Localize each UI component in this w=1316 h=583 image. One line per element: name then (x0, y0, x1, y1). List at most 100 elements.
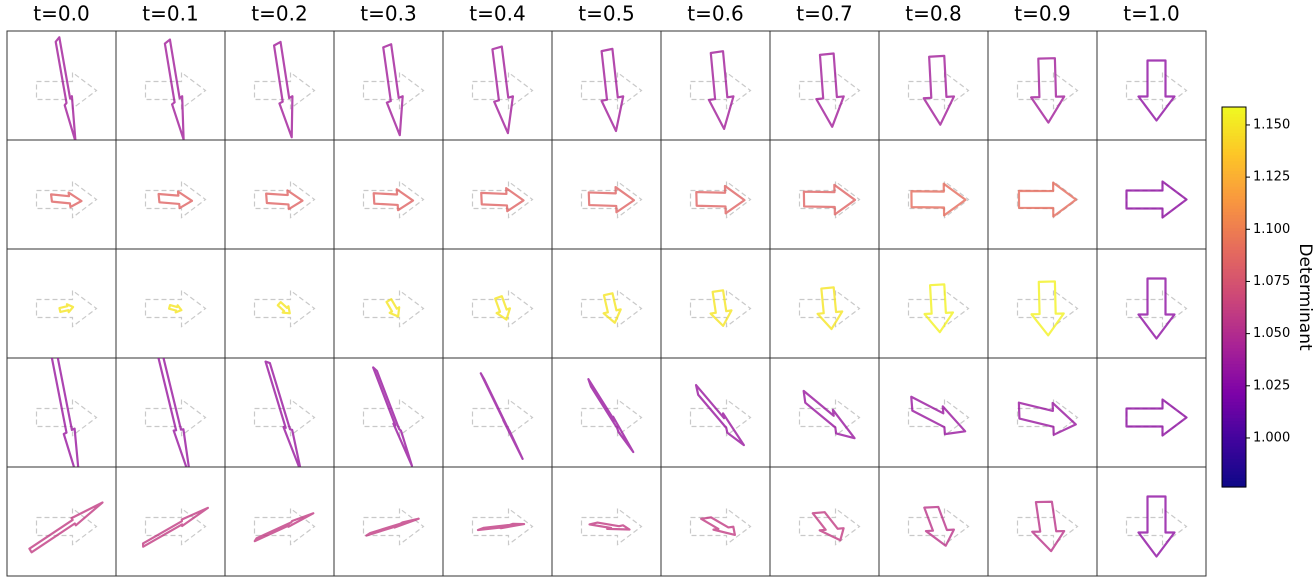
colorbar-segment (1222, 300, 1246, 304)
colorbar-segment (1222, 249, 1246, 254)
cell (1096, 30, 1207, 141)
cell (442, 357, 553, 468)
cell (878, 30, 989, 141)
cell-content (689, 180, 752, 219)
colorbar-segment (1222, 186, 1246, 190)
cell-frame (551, 466, 662, 577)
reference-arrow (1016, 398, 1079, 437)
cell-content (471, 180, 534, 219)
transformed-arrow (163, 38, 185, 140)
colorbar-segment (1222, 461, 1246, 466)
cell (224, 30, 335, 141)
cell (333, 357, 444, 468)
reference-arrow (144, 398, 207, 437)
cell-content (580, 507, 643, 546)
transformed-arrow (265, 189, 304, 211)
transformed-arrow (50, 358, 80, 467)
colorbar-segment (1222, 395, 1246, 399)
reference-arrow (471, 398, 534, 437)
cell (551, 466, 662, 577)
transformed-arrow (707, 50, 735, 130)
cell-content (144, 358, 207, 467)
cell (878, 466, 989, 577)
cell-frame (115, 466, 226, 577)
transformed-arrow (28, 501, 104, 554)
colorbar-segment (1222, 439, 1246, 444)
cell-content (798, 52, 861, 128)
cell-frame (878, 139, 989, 250)
cell-frame (6, 248, 117, 359)
cell-content (35, 36, 98, 140)
cell-content (1125, 495, 1188, 558)
cell (769, 139, 880, 250)
cell-content (1125, 59, 1188, 122)
cell (333, 30, 444, 141)
reference-arrow (362, 289, 425, 328)
colorbar-segment (1222, 198, 1246, 203)
colorbar-segment (1222, 442, 1246, 447)
colorbar-segment (1222, 382, 1246, 387)
cell-content (35, 289, 98, 328)
cell (1096, 248, 1207, 359)
cell (333, 466, 444, 577)
colorbar-segment (1222, 138, 1246, 143)
colorbar-segment (1222, 328, 1246, 333)
cell-content (362, 507, 425, 546)
colorbar-segment (1222, 385, 1246, 390)
colorbar-segment (1222, 366, 1246, 371)
cell-content (907, 395, 970, 437)
cell-frame (987, 139, 1098, 250)
colorbar-segment (1222, 110, 1246, 114)
cell-frame (878, 248, 989, 359)
transformed-arrow (264, 360, 302, 467)
cell (224, 466, 335, 577)
transformed-arrow (602, 292, 622, 324)
cell (660, 30, 771, 141)
column-title: t=1.0 (1123, 2, 1179, 26)
reference-arrow (580, 71, 643, 110)
cell-content (689, 507, 752, 546)
cell (442, 30, 553, 141)
reference-arrow (907, 180, 970, 219)
colorbar-segment (1222, 388, 1246, 393)
colorbar-segment (1222, 157, 1246, 162)
cell-content (28, 501, 104, 554)
colorbar-segment (1222, 306, 1246, 311)
cell (115, 357, 226, 468)
colorbar-segment (1222, 360, 1246, 365)
transformed-arrow (1137, 59, 1176, 122)
colorbar-segment (1222, 458, 1246, 463)
cell-content (580, 47, 643, 133)
cell-frame (115, 357, 226, 468)
cell (878, 248, 989, 359)
colorbar-segment (1222, 160, 1246, 165)
cell-content (253, 180, 316, 219)
colorbar-segment (1222, 477, 1246, 482)
transformed-arrow (588, 521, 631, 531)
transformed-arrow (910, 395, 967, 436)
transformed-arrow (272, 40, 294, 139)
cell-content (471, 289, 534, 328)
cell (878, 139, 989, 250)
cell-frame (878, 30, 989, 141)
colorbar-segment (1222, 271, 1246, 276)
reference-arrow (35, 507, 98, 546)
cell (6, 139, 117, 250)
reference-arrow (798, 507, 861, 546)
cell-content (580, 180, 643, 219)
cell-content (1016, 500, 1079, 553)
reference-arrow (471, 507, 534, 546)
transformed-arrow (802, 389, 856, 440)
cell (115, 139, 226, 250)
cell-content (580, 289, 643, 328)
cell (551, 357, 662, 468)
transformed-arrow (382, 43, 404, 137)
reference-arrow (144, 507, 207, 546)
cell-content (35, 358, 98, 467)
colorbar-segment (1222, 154, 1246, 159)
colorbar-segment (1222, 430, 1246, 434)
cell (1096, 139, 1207, 250)
transformed-arrow (54, 36, 77, 140)
cell (769, 466, 880, 577)
